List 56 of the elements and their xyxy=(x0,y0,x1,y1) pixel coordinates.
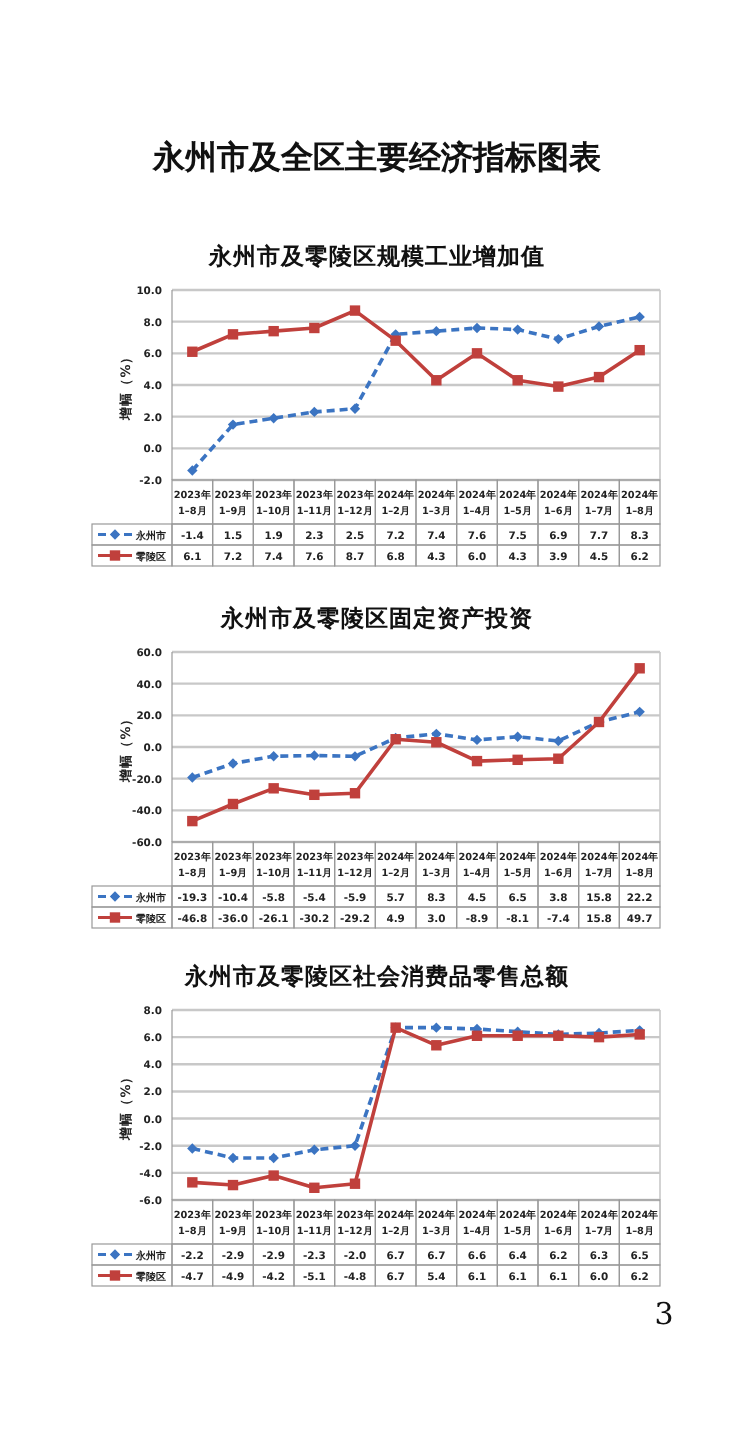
point xyxy=(634,706,645,718)
point xyxy=(553,333,564,345)
point xyxy=(268,783,279,794)
point xyxy=(227,419,239,430)
point xyxy=(268,1170,279,1181)
text: 永州市及全区主要经济指标图表 xyxy=(151,138,603,176)
point xyxy=(187,465,198,476)
point xyxy=(268,413,279,424)
point xyxy=(634,311,645,323)
point xyxy=(471,348,483,359)
point xyxy=(227,758,239,769)
point xyxy=(553,735,564,747)
text: 3 xyxy=(654,1296,674,1332)
point xyxy=(187,772,198,783)
point xyxy=(512,324,523,335)
point xyxy=(187,1177,198,1188)
point xyxy=(268,750,279,762)
point xyxy=(593,371,605,383)
point xyxy=(431,737,442,748)
point xyxy=(634,344,645,356)
point xyxy=(349,305,361,316)
point xyxy=(553,753,564,764)
point xyxy=(512,731,523,742)
point xyxy=(634,663,645,674)
point xyxy=(309,406,320,418)
chart-title: 永州市及零陵区社会消费品零售总额 xyxy=(183,962,571,990)
point xyxy=(431,1040,442,1051)
point xyxy=(431,325,442,337)
point xyxy=(593,321,605,332)
point xyxy=(349,1178,361,1189)
point xyxy=(187,815,198,827)
point xyxy=(268,325,279,337)
point xyxy=(187,1143,198,1154)
point xyxy=(187,346,198,357)
point xyxy=(512,754,523,766)
point xyxy=(309,1144,320,1155)
point xyxy=(471,755,483,767)
point xyxy=(227,1179,239,1191)
point xyxy=(227,329,239,340)
point xyxy=(553,381,564,392)
point xyxy=(309,789,320,801)
point xyxy=(471,1030,483,1041)
point xyxy=(431,375,442,386)
point xyxy=(431,1022,442,1033)
point xyxy=(309,1182,320,1193)
chart-title: 永州市及零陵区固定资产投资 xyxy=(219,604,533,632)
point xyxy=(227,798,239,810)
point xyxy=(512,375,523,386)
point xyxy=(268,1152,279,1164)
point xyxy=(309,750,320,761)
point xyxy=(349,788,361,799)
point xyxy=(309,322,320,334)
chart-title: 永州市及零陵区规模工业增加值 xyxy=(207,242,545,270)
point xyxy=(349,403,361,414)
point xyxy=(390,335,401,346)
point xyxy=(349,1140,361,1151)
